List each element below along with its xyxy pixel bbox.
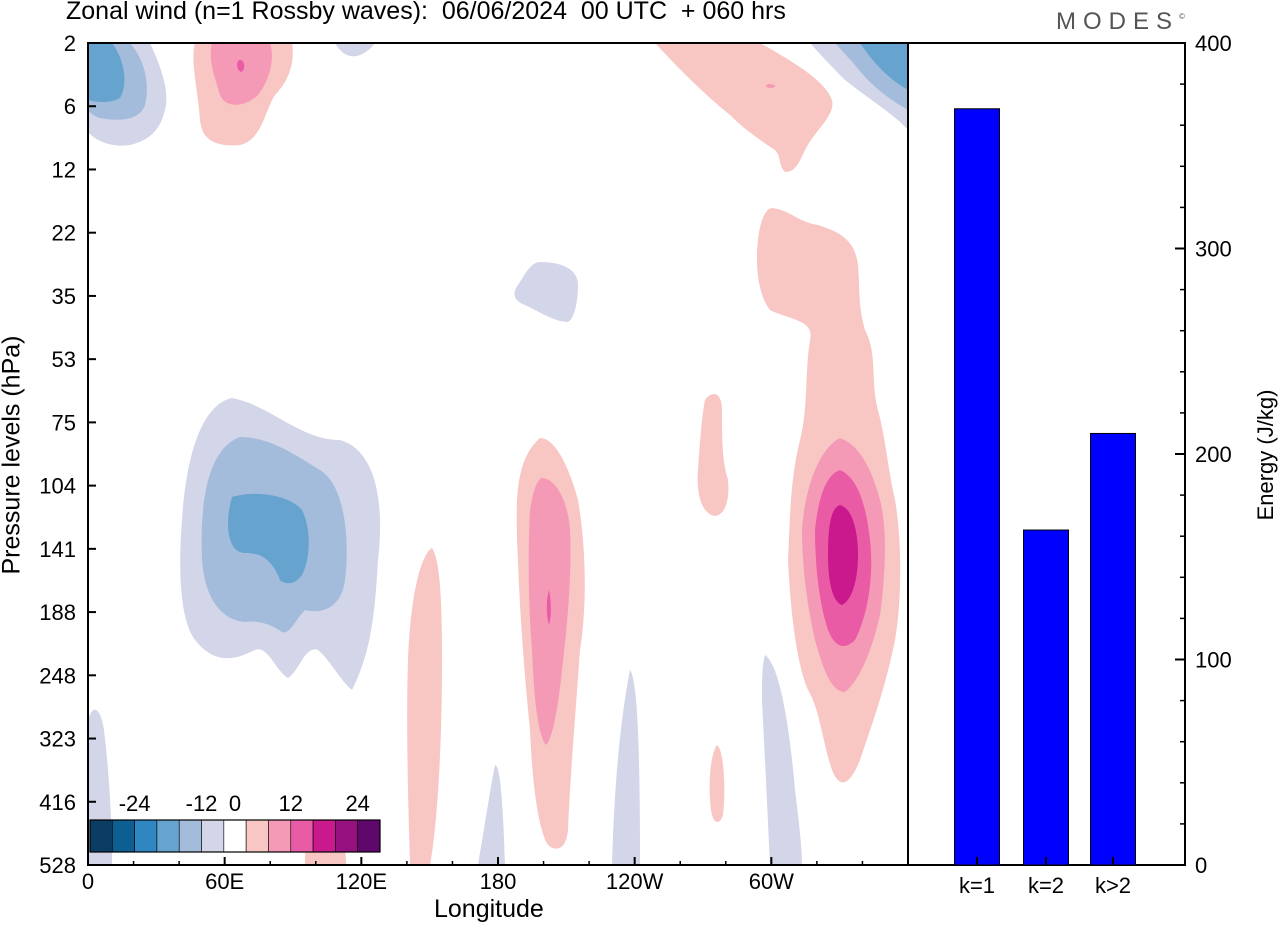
brand-mark: © <box>1179 12 1185 21</box>
y-tick-label: 53 <box>52 347 76 372</box>
colorbar-cell <box>134 819 158 853</box>
y-tick-label: 323 <box>39 727 76 752</box>
contour-neg-low-2 <box>612 670 640 865</box>
y-tick-label: 12 <box>52 157 76 182</box>
brand-logo: MODES© <box>1056 8 1185 36</box>
heatmap-x-axis: 0 60E 120E 180 120W 60W <box>82 857 864 894</box>
colorbar-cell <box>335 819 358 853</box>
colorbar-border <box>89 819 381 853</box>
contour-neg-tr-12 <box>860 43 908 90</box>
y-tick-label: 528 <box>39 853 76 878</box>
colorbar-cell <box>268 819 292 853</box>
contour-neg-top-12 <box>88 43 125 102</box>
energy-y-tick-label: 400 <box>1195 31 1232 56</box>
contour-neg-low-1 <box>478 765 505 865</box>
colorbar-cell <box>357 819 381 853</box>
contour-neg-top-small <box>335 43 375 57</box>
colorbar-cell <box>223 819 247 853</box>
y-tick-label: 104 <box>39 474 76 499</box>
bar-category-label: k>2 <box>1095 873 1131 898</box>
x-tick-label: 0 <box>82 869 94 894</box>
y-tick-label: 188 <box>39 600 76 625</box>
contour-pos-95b-4 <box>709 745 725 822</box>
x-tick-label: 120W <box>606 869 664 894</box>
energy-bar <box>954 108 1000 866</box>
energy-y-tick-label: 100 <box>1195 648 1232 673</box>
colorbar-tick-label: 12 <box>279 791 303 816</box>
x-tick-label: 120E <box>336 869 387 894</box>
y-tick-label: 22 <box>52 221 76 246</box>
energy-bar <box>1023 529 1069 866</box>
energy-y-tick-label: 200 <box>1195 442 1232 467</box>
y-tick-label: 416 <box>39 790 76 815</box>
contour-pos-mid-12 <box>546 590 551 625</box>
y-tick-label: 75 <box>52 410 76 435</box>
y-tick-label: 2 <box>64 31 76 56</box>
colorbar-cell <box>89 819 113 853</box>
chart-title: Zonal wind (n=1 Rossby waves): 06/06/202… <box>66 0 786 25</box>
colorbar-cell <box>156 819 180 853</box>
energy-axis-label: Energy (J/kg) <box>1253 389 1278 521</box>
colorbar: -24 -12 0 12 24 <box>89 791 381 853</box>
colorbar-cell <box>201 819 225 853</box>
contour-pos-tr-8 <box>765 84 776 88</box>
colorbar-tick-label: -12 <box>186 791 218 816</box>
y-axis-label: Pressure levels (hPa) <box>0 335 26 575</box>
contour-pos-top-8 <box>210 43 272 105</box>
heatmap-y-axis: 2 6 12 22 35 53 75 104 141 188 248 323 416 528 <box>39 31 96 878</box>
x-tick-label: 60E <box>205 869 244 894</box>
x-axis-label: Longitude <box>434 895 544 923</box>
contour-pos-tr-4 <box>655 43 833 172</box>
contour-neg-low-3 <box>762 655 802 865</box>
energy-y-tick-label: 300 <box>1195 237 1232 262</box>
energy-bar <box>1090 432 1136 866</box>
contour-neg-upper-mid <box>514 262 578 322</box>
heatmap-contours <box>88 43 908 865</box>
energy-bars: k=1 k=2 k>2 <box>954 108 1136 898</box>
colorbar-cell <box>290 819 314 853</box>
contour-pos-right-16 <box>828 505 858 605</box>
colorbar-cell <box>112 819 135 853</box>
y-tick-label: 141 <box>39 537 76 562</box>
bar-category-label: k=2 <box>1028 873 1064 898</box>
contour-pos-top-12 <box>237 60 245 72</box>
contour-pos-95-4 <box>697 394 729 516</box>
x-tick-label: 60W <box>749 869 794 894</box>
colorbar-tick-label: 0 <box>229 791 241 816</box>
colorbar-cell <box>178 819 202 853</box>
y-tick-label: 35 <box>52 284 76 309</box>
colorbar-cell <box>312 819 336 853</box>
brand-name: MODES <box>1056 8 1180 35</box>
colorbar-cell <box>245 819 269 853</box>
colorbar-tick-label: 24 <box>345 791 369 816</box>
y-tick-label: 6 <box>64 94 76 119</box>
energy-y-axis: 0 100 200 300 400 <box>1175 31 1232 878</box>
colorbar-tick-label: -24 <box>119 791 151 816</box>
bar-category-label: k=1 <box>959 873 995 898</box>
contour-pos-150-4 <box>407 548 442 865</box>
energy-y-tick-label: 0 <box>1195 853 1207 878</box>
contour-neg-12 <box>228 493 309 584</box>
x-tick-label: 180 <box>480 869 517 894</box>
y-tick-label: 248 <box>39 663 76 688</box>
